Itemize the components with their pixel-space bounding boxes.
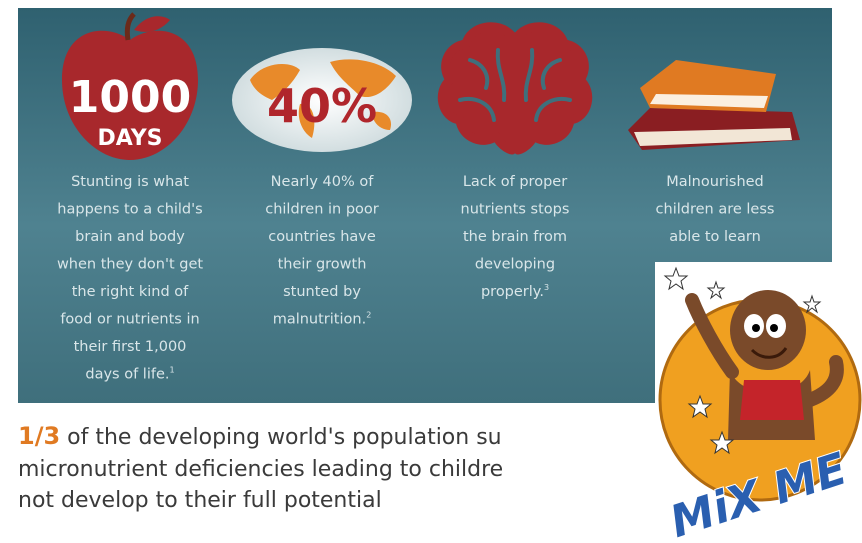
caption-line: malnutrition.2 — [273, 311, 372, 328]
caption-line: when they don't get — [57, 257, 203, 273]
caption-text: nutrients stops — [461, 202, 570, 218]
mascot-logo: MiX ME — [655, 262, 862, 543]
icon-percent: 40% — [267, 79, 377, 133]
caption-text: their first 1,000 — [74, 339, 187, 355]
caption-line: children in poor — [265, 202, 379, 218]
caption-line: the brain from — [463, 229, 567, 245]
globe-icon — [232, 48, 412, 152]
caption-line: their growth — [278, 257, 367, 273]
caption-line: food or nutrients in — [60, 312, 199, 328]
statement-highlight: 1/3 — [18, 422, 60, 450]
caption-text: brain and body — [75, 229, 185, 245]
caption-text: malnutrition. — [273, 312, 366, 328]
caption-line: children are less — [656, 202, 775, 218]
caption-text: countries have — [268, 229, 376, 245]
brain-icon — [437, 22, 593, 155]
caption-line: Lack of proper — [463, 174, 567, 190]
caption-line: nutrients stops — [461, 202, 570, 218]
statement-line: micronutrient deficiencies leading to ch… — [18, 457, 503, 482]
footnote-mark: 3 — [544, 283, 549, 292]
caption-line: the right kind of — [72, 284, 189, 300]
caption-line: days of life.1 — [85, 366, 174, 383]
caption-text: able to learn — [669, 229, 761, 245]
caption-text: food or nutrients in — [60, 312, 199, 328]
apple-icon — [62, 12, 198, 160]
caption-line: developing — [475, 257, 555, 273]
caption-text: Nearly 40% of — [271, 174, 375, 190]
caption-line: their first 1,000 — [74, 339, 187, 355]
captions: Stunting is what happens to a child's brai… — [57, 174, 775, 383]
caption-line: countries have — [268, 229, 376, 245]
caption-line: Nearly 40% of — [271, 174, 375, 190]
caption-text: happens to a child's — [57, 202, 202, 218]
caption-line: stunted by — [283, 284, 361, 300]
caption-line: properly.3 — [481, 283, 549, 300]
icon-number: 1000 — [69, 72, 191, 123]
footnote-mark: 2 — [366, 311, 371, 320]
caption-text: children are less — [656, 202, 775, 218]
footnote-mark: 1 — [170, 366, 175, 375]
caption-line: happens to a child's — [57, 202, 202, 218]
statement-text: of the developing world's population su — [60, 425, 501, 450]
caption-text: children in poor — [265, 202, 379, 218]
caption-text: properly. — [481, 284, 544, 300]
caption-text: the right kind of — [72, 284, 189, 300]
caption-text: Stunting is what — [71, 174, 189, 190]
books-icon — [628, 60, 800, 150]
caption-text: developing — [475, 257, 555, 273]
caption-line: Stunting is what — [71, 174, 189, 190]
caption-line: brain and body — [75, 229, 185, 245]
caption-text: the brain from — [463, 229, 567, 245]
caption-text: days of life. — [85, 367, 169, 383]
caption-line: Malnourished — [666, 174, 764, 190]
statement-line: 1/3 of the developing world's population… — [18, 422, 502, 450]
caption-text: stunted by — [283, 284, 361, 300]
icon-word: DAYS — [98, 126, 163, 151]
caption-text: their growth — [278, 257, 367, 273]
caption-text: Malnourished — [666, 174, 764, 190]
caption-text: when they don't get — [57, 257, 203, 273]
caption-line: able to learn — [669, 229, 761, 245]
caption-text: Lack of proper — [463, 174, 567, 190]
statement-line: not develop to their full potential — [18, 488, 382, 513]
